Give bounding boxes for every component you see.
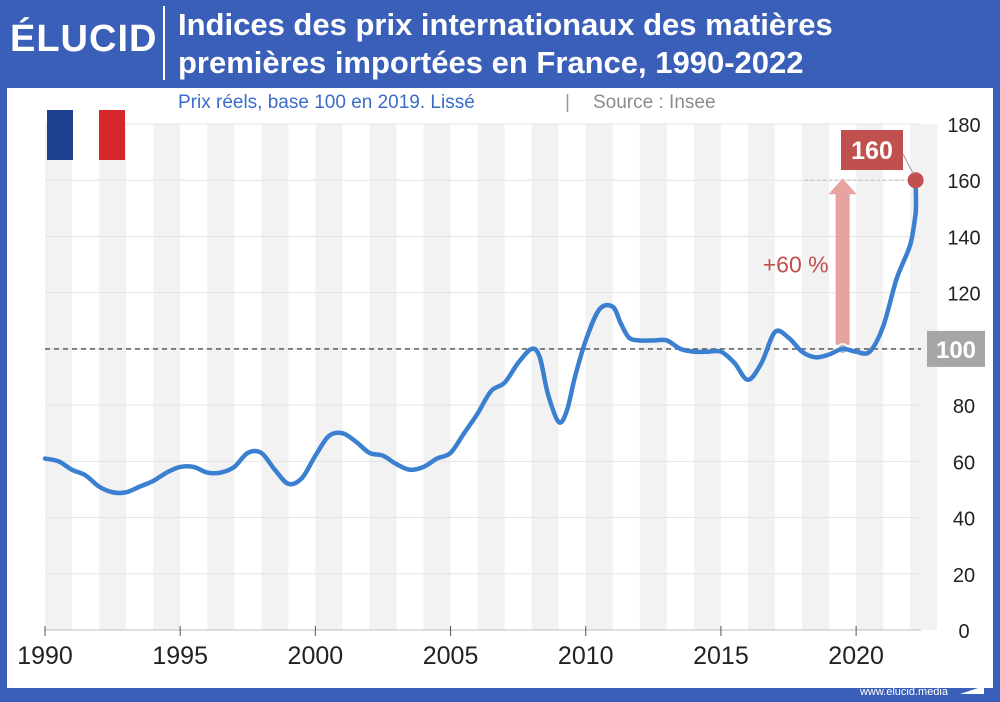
elucid-mark-icon xyxy=(960,686,984,694)
grid-band-2018 xyxy=(802,124,830,630)
baseline-badge xyxy=(927,330,985,367)
x-tick-label-1995: 1995 xyxy=(152,642,208,670)
arrow-shaft xyxy=(835,192,850,345)
increase-arrow: +60 % xyxy=(763,178,916,355)
x-tick-label-2000: 2000 xyxy=(288,642,344,670)
grid-band-1992 xyxy=(99,124,127,630)
end-value-badge-label: 160 xyxy=(851,137,893,165)
y-tick-label-40: 40 xyxy=(953,509,975,531)
chart-panel: Prix réels, base 100 en 2019. Lissé | So… xyxy=(7,88,993,688)
chart-title: Indices des prix internationaux des mati… xyxy=(178,7,833,80)
subtitle-separator: | xyxy=(565,92,570,113)
end-point xyxy=(907,172,924,189)
chart-source: Source : Insee xyxy=(593,92,716,113)
grid-band-1996 xyxy=(207,124,235,630)
grid-band-2010 xyxy=(585,124,613,630)
grid-band-2020 xyxy=(856,124,884,630)
x-tick-label-2010: 2010 xyxy=(558,642,614,670)
y-tick-label-0: 0 xyxy=(958,621,969,643)
grid-band-1994 xyxy=(153,124,181,630)
x-tick-label-1990: 1990 xyxy=(17,642,73,670)
y-axis-ticks: 020406080100120140160180 xyxy=(947,115,980,643)
grid-bands xyxy=(45,124,938,630)
baseline-badge-label: 100 xyxy=(936,337,976,364)
y-tick-label-120: 120 xyxy=(947,284,980,306)
y-tick-label-180: 180 xyxy=(947,115,980,137)
value-badges: 100 160 xyxy=(841,130,985,367)
x-tick-label-2015: 2015 xyxy=(693,642,749,670)
chart-subtitle: Prix réels, base 100 en 2019. Lissé xyxy=(178,92,475,113)
y-tick-label-60: 60 xyxy=(953,452,975,474)
y-tick-label-80: 80 xyxy=(953,396,975,418)
grid-band-2006 xyxy=(477,124,505,630)
end-value-leader xyxy=(902,153,915,175)
france-flag-icon xyxy=(47,110,125,160)
series-line xyxy=(42,211,918,496)
grid-band-2014 xyxy=(693,124,721,630)
grid-band-2004 xyxy=(423,124,451,630)
y-tick-label-140: 140 xyxy=(947,227,980,249)
arrow-label: +60 % xyxy=(763,252,829,278)
x-tick-label-2020: 2020 xyxy=(828,642,884,670)
grid-band-1998 xyxy=(261,124,289,630)
grid-band-2000 xyxy=(315,124,343,630)
grid-band-2012 xyxy=(639,124,667,630)
grid-band-2002 xyxy=(369,124,397,630)
logo-separator xyxy=(163,6,165,80)
arrow-head xyxy=(828,178,857,195)
elucid-logo: ÉLUCID xyxy=(10,18,158,60)
x-axis-ticks: 1990 1995 2000 2005 2010 2015 2020 xyxy=(17,626,921,670)
y-tick-label-160: 160 xyxy=(947,171,980,193)
footer-url[interactable]: www.elucid.media xyxy=(859,686,948,698)
grid-band-1990 xyxy=(45,124,73,630)
series-layer xyxy=(42,172,924,496)
logo-box: ÉLUCID xyxy=(0,0,165,86)
y-tick-label-20: 20 xyxy=(953,565,975,587)
end-value-badge xyxy=(841,130,903,170)
x-tick-label-2005: 2005 xyxy=(423,642,479,670)
chart-svg: Prix réels, base 100 en 2019. Lissé | So… xyxy=(17,92,985,670)
